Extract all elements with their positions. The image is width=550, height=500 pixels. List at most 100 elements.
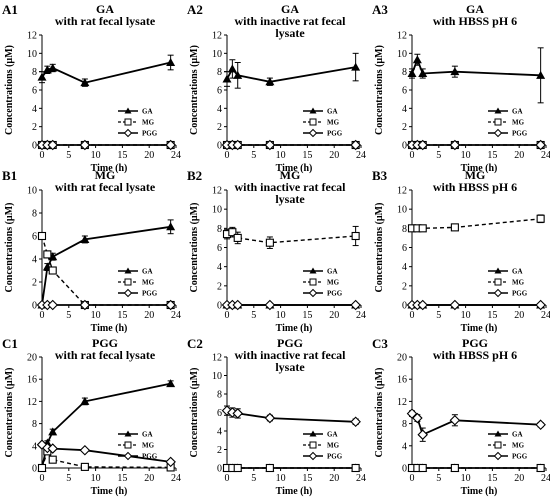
legend-label: PGG [512,130,528,138]
legend-marker [308,288,318,298]
legend-marker [124,441,132,449]
y-tick-label: 4 [402,441,407,452]
y-axis-label: Concentrations (µM) [4,368,15,458]
series-mg [407,214,545,233]
x-tick-label: 0 [225,150,230,161]
data-point [535,139,546,151]
legend-label: PGG [327,453,343,461]
legend: GA MG PGG [118,430,158,461]
x-tick-label: 15 [487,150,497,161]
legend-marker [309,107,317,114]
y-tick-label: 4 [217,104,222,115]
x-tick-label: 15 [487,473,497,484]
x-tick-label: 20 [144,150,154,161]
data-point [79,444,91,456]
x-tick-label: 0 [410,473,415,484]
x-tick-label: 15 [302,150,312,161]
x-tick-label: 5 [251,150,256,161]
chart-title-line: with HBSS pH 6 [433,14,517,28]
data-point [264,299,276,311]
data-point [80,234,90,243]
data-point [265,77,275,86]
x-axis-label: Time (h) [276,486,313,497]
data-point [37,231,47,241]
data-point [449,414,461,426]
legend-marker [309,267,317,274]
data-point [80,396,90,405]
legend: GA MG PGG [488,107,528,138]
chart-title-line: lysate [275,360,305,374]
data-point [407,69,417,77]
y-tick-label: 8 [217,224,222,235]
chart-title-line: with inactive rat fecal [235,180,347,194]
x-tick-label: 24 [356,150,366,161]
data-point [80,462,89,471]
series-pgg [36,139,176,151]
x-tick-label: 10 [91,473,101,484]
x-axis-label: Time (h) [91,323,128,334]
data-point [232,299,243,311]
x-axis-label: Time (h) [276,323,313,334]
x-tick-label: 24 [356,473,366,484]
series-line [226,409,356,423]
legend-marker [123,288,133,298]
panel-label: A2 [187,2,203,17]
data-point [48,63,58,72]
data-point [536,214,545,223]
y-tick-label: 6 [217,86,222,97]
x-axis-label: Time (h) [461,323,498,334]
x-tick-label: 0 [225,473,230,484]
legend-label: GA [512,268,523,276]
data-point [233,70,243,79]
chart-title-line: GA [466,2,484,16]
panel-label: A1 [2,2,18,17]
y-tick-label: 20 [27,353,37,364]
y-tick-label: 8 [402,224,407,235]
series-pgg [406,139,546,151]
data-point [232,408,243,419]
legend-marker [124,267,132,274]
legend-label: GA [327,108,338,116]
legend-marker [308,128,318,138]
legend-label: MG [512,279,525,287]
data-point [228,228,237,237]
chart-title-line: with HBSS pH 6 [433,180,517,194]
y-tick-label: 12 [212,186,222,197]
y-tick-label: 8 [32,67,37,78]
y-tick-label: 2 [32,278,37,289]
data-point [351,463,360,473]
legend-marker [309,278,317,286]
legend: GA MG PGG [303,430,343,461]
y-axis-label: Concentrations (µM) [189,368,200,458]
legend: GA MG PGG [118,107,158,138]
y-tick-label: 8 [32,209,37,220]
legend-label: MG [142,442,155,450]
legend-label: GA [327,431,338,439]
y-tick-label: 0 [217,301,222,312]
x-tick-label: 0 [410,150,415,161]
y-tick-label: 12 [27,397,37,408]
x-tick-label: 5 [251,473,256,484]
legend-marker [493,288,503,298]
legend-marker [124,430,132,437]
x-tick-label: 0 [410,310,415,321]
y-tick-label: 4 [217,262,222,273]
legend-label: GA [142,268,153,276]
y-tick-label: 4 [32,104,37,115]
y-tick-label: 4 [32,255,37,266]
x-tick-label: 5 [251,310,256,321]
series-pgg [406,408,546,442]
x-tick-label: 20 [514,150,524,161]
chart-title-line: PGG [462,336,488,350]
chart-title-line: MG [465,168,486,182]
y-axis-label: Concentrations (µM) [374,203,385,293]
series-ga [222,52,361,89]
data-point [43,250,52,259]
y-tick-label: 0 [32,141,37,152]
legend-marker [494,107,502,114]
series-line [226,231,356,244]
legend-label: GA [327,268,338,276]
